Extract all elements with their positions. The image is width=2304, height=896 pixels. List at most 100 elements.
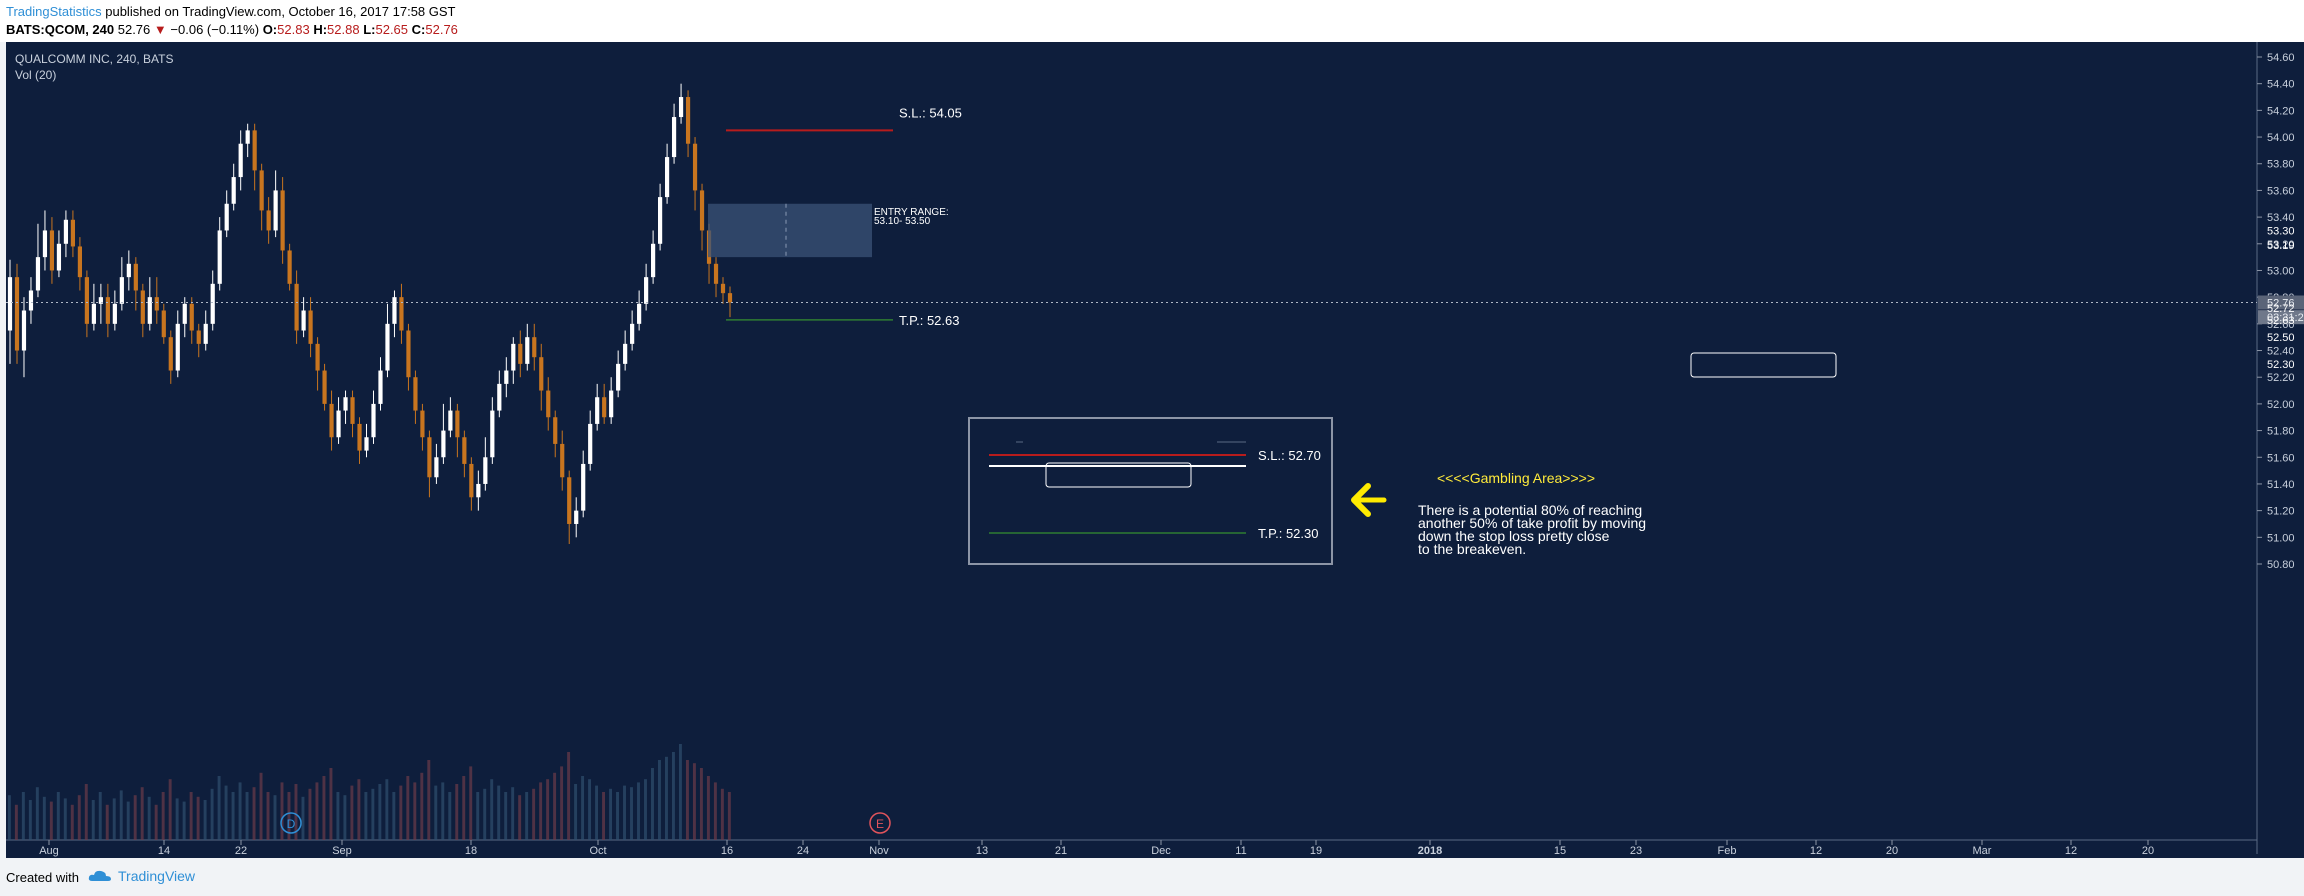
price-tick-label: 53.40 <box>2267 212 2295 224</box>
dividend-marker[interactable] <box>280 812 302 834</box>
candle-up <box>217 230 222 284</box>
price-tick-label: 54.40 <box>2267 79 2295 91</box>
candle-down <box>14 277 20 351</box>
note-line-2: another 50% of take profit by moving <box>1418 515 1646 531</box>
entry-range-box[interactable] <box>708 203 872 258</box>
time-tick-label: 22 <box>235 845 247 857</box>
price-axis[interactable]: 54.60 54.40 54.20 54.00 53.80 53.60 53.40 53.20… <box>2257 52 2304 571</box>
candle-down <box>539 357 544 391</box>
close-label: C: <box>411 22 426 37</box>
volume-bar <box>427 760 431 840</box>
tradingview-logo[interactable]: TradingView <box>88 868 195 884</box>
take-profit-label-high: T.P.: 52.63 <box>899 313 959 328</box>
target-box[interactable] <box>1690 352 1837 378</box>
volume-bar <box>259 772 263 840</box>
candle-down <box>49 230 55 271</box>
volume-bar <box>441 782 445 840</box>
candle-up <box>119 277 124 304</box>
candle-down <box>329 403 334 438</box>
price-tick-label: 53.80 <box>2267 159 2295 171</box>
stop-loss-label-low: S.L.: 52.70 <box>1258 448 1321 463</box>
candle-down <box>280 190 285 251</box>
volume-bar <box>532 788 536 840</box>
candle-up <box>364 437 369 451</box>
candle-up <box>441 430 446 458</box>
candle-up <box>63 219 69 244</box>
volume-bar <box>413 782 417 840</box>
volume-bar <box>329 768 333 840</box>
candle-up <box>644 277 649 304</box>
candle-down <box>259 170 264 211</box>
chart-area[interactable]: QUALCOMM INC, 240, BATS Vol (20) ENTRY R… <box>6 42 2304 858</box>
volume-bar <box>224 785 228 840</box>
volume-bar <box>154 804 158 840</box>
time-tick-label: 24 <box>797 845 809 857</box>
volume-bar <box>588 779 592 840</box>
candle-up <box>378 370 383 404</box>
volume-bar <box>525 792 529 840</box>
volume-bar <box>70 804 74 840</box>
breakeven-box[interactable] <box>1045 462 1192 488</box>
price-tick-label: 51.60 <box>2267 452 2295 464</box>
candle-up <box>203 323 208 344</box>
candle-down <box>252 130 257 171</box>
price-chart[interactable]: QUALCOMM INC, 240, BATS Vol (20) ENTRY R… <box>6 42 2304 858</box>
time-tick-label: Oct <box>589 845 606 857</box>
volume-bar <box>623 785 626 840</box>
price-axis-marker-label: 53.30 <box>2267 225 2295 237</box>
price-tick-label: 51.20 <box>2267 506 2295 518</box>
volume-bar <box>392 792 396 840</box>
candle-up <box>91 303 96 324</box>
time-axis[interactable]: Aug 14 22 Sep 18 Oct 16 24 Nov 13 21 Dec 11 19 2018 15 2… <box>39 840 2154 857</box>
volume-bar <box>678 744 682 840</box>
price-axis-marker-label: 53.19 <box>2267 240 2295 252</box>
volume-bar <box>196 796 200 840</box>
last-price: 52.76 <box>117 22 151 37</box>
vol-legend: Vol (20) <box>15 68 56 82</box>
time-tick-label: 20 <box>1886 845 1898 857</box>
volume-bar <box>350 785 354 840</box>
candle-up <box>385 323 390 371</box>
volume-bar <box>287 792 291 840</box>
earnings-marker[interactable] <box>869 812 891 834</box>
price-tick-label: 52.00 <box>2267 399 2295 411</box>
price-tick-label: 53.60 <box>2267 185 2295 197</box>
volume-bar <box>490 779 494 840</box>
candle-down <box>105 297 110 324</box>
candle-up <box>595 397 600 424</box>
volume-bar <box>567 752 571 840</box>
candle-up <box>637 303 642 324</box>
candle-down <box>553 417 558 444</box>
volume-bar <box>581 776 585 840</box>
high-label: H: <box>313 22 328 37</box>
volume-bar <box>133 795 137 840</box>
candle-down <box>469 463 474 498</box>
volume-bar <box>434 785 438 840</box>
volume-bar <box>699 768 703 840</box>
volume-bar <box>161 792 165 840</box>
close-value: 52.76 <box>425 22 458 37</box>
volume-bar <box>294 784 298 840</box>
time-tick-label: 16 <box>721 845 733 857</box>
candle-up <box>371 403 376 438</box>
candle-down <box>420 410 425 438</box>
candle-up <box>238 143 243 178</box>
volume-bar <box>273 795 277 840</box>
zoom-box[interactable] <box>968 417 1333 565</box>
candle-up <box>336 410 341 438</box>
down-triangle-icon: ▼ <box>153 22 167 37</box>
volume-bar <box>245 792 249 840</box>
volume-bar <box>664 756 668 840</box>
candle-up <box>678 97 684 118</box>
volume-bar <box>126 801 130 840</box>
volume-bar <box>210 788 214 840</box>
volume-bar <box>713 782 717 840</box>
price-tick-label: 54.00 <box>2267 132 2295 144</box>
publisher-link[interactable]: TradingStatistics <box>6 4 102 19</box>
volume-bars <box>7 744 731 840</box>
candle-up <box>245 130 250 144</box>
candle-down <box>518 343 523 364</box>
candle-down <box>189 303 194 331</box>
ohlc-line: BATS:QCOM, 240 52.76 ▼ −0.06 (−0.11%) O:… <box>6 22 458 37</box>
candle-down <box>713 263 719 284</box>
